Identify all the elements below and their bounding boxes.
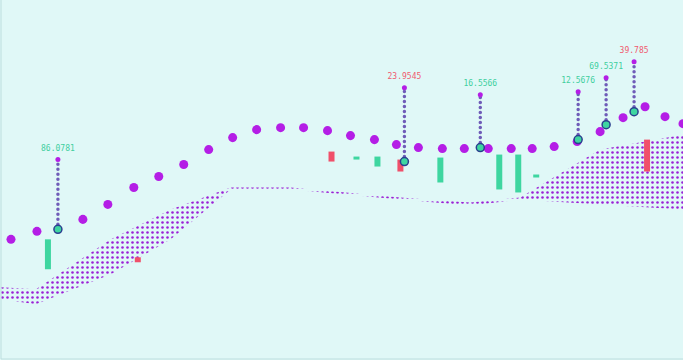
svg-text:39.785: 39.785 (620, 46, 649, 55)
svg-text:69.5371: 69.5371 (589, 62, 623, 71)
svg-text:16.5566: 16.5566 (463, 79, 497, 88)
svg-text:12.5676: 12.5676 (561, 76, 595, 85)
svg-text:23.9545: 23.9545 (388, 72, 422, 81)
svg-text:86.0781: 86.0781 (41, 144, 75, 153)
